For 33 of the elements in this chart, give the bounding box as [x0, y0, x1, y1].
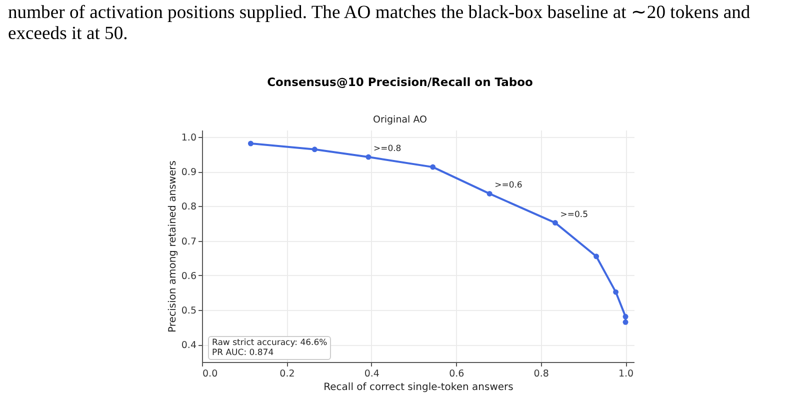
y-tick-label: 0.6 — [181, 270, 196, 282]
y-tick-label: 0.8 — [181, 202, 196, 213]
chart-subtitle: Original AO — [372, 114, 428, 126]
point — [552, 220, 558, 226]
x-tick-label: 0.6 — [449, 368, 464, 380]
x-axis-title: Recall of correct single-token answers — [324, 382, 514, 393]
y-tick-label: 1.0 — [181, 132, 196, 144]
annotation: >=0.5 — [560, 210, 588, 220]
x-tick-label: 0.4 — [364, 368, 380, 380]
y-tick-label: 0.9 — [181, 167, 196, 178]
x-tick-label: 1.0 — [618, 368, 634, 380]
point — [486, 190, 492, 196]
y-tick-label: 0.5 — [181, 306, 196, 317]
point — [622, 314, 628, 320]
point — [594, 254, 600, 260]
annotation: Raw strict accuracy: 46.6% — [212, 338, 328, 348]
point — [613, 289, 619, 295]
point — [312, 146, 318, 152]
text: number of activation positions supplied. The AO matches the black-box baseline at ∼20 tokens and exceeds it at 50. — [8, 2, 752, 44]
point — [430, 164, 436, 170]
annotation: >=0.6 — [494, 180, 522, 191]
y-axis-title: Precision among retained answers — [167, 160, 178, 332]
point — [622, 319, 628, 325]
point — [248, 140, 254, 146]
x-tick-label: 0.8 — [534, 368, 549, 380]
chart-title: Consensus@10 Precision/Recall on Taboo — [267, 75, 534, 89]
annotation: PR AUC: 0.874 — [212, 348, 275, 358]
point — [366, 154, 372, 160]
x-tick-label: 0.0 — [202, 368, 218, 380]
x-tick-label: 0.2 — [280, 368, 295, 380]
y-tick-label: 0.7 — [181, 236, 196, 248]
y-tick-label: 0.4 — [181, 340, 196, 352]
annotation: >=0.8 — [373, 144, 402, 154]
